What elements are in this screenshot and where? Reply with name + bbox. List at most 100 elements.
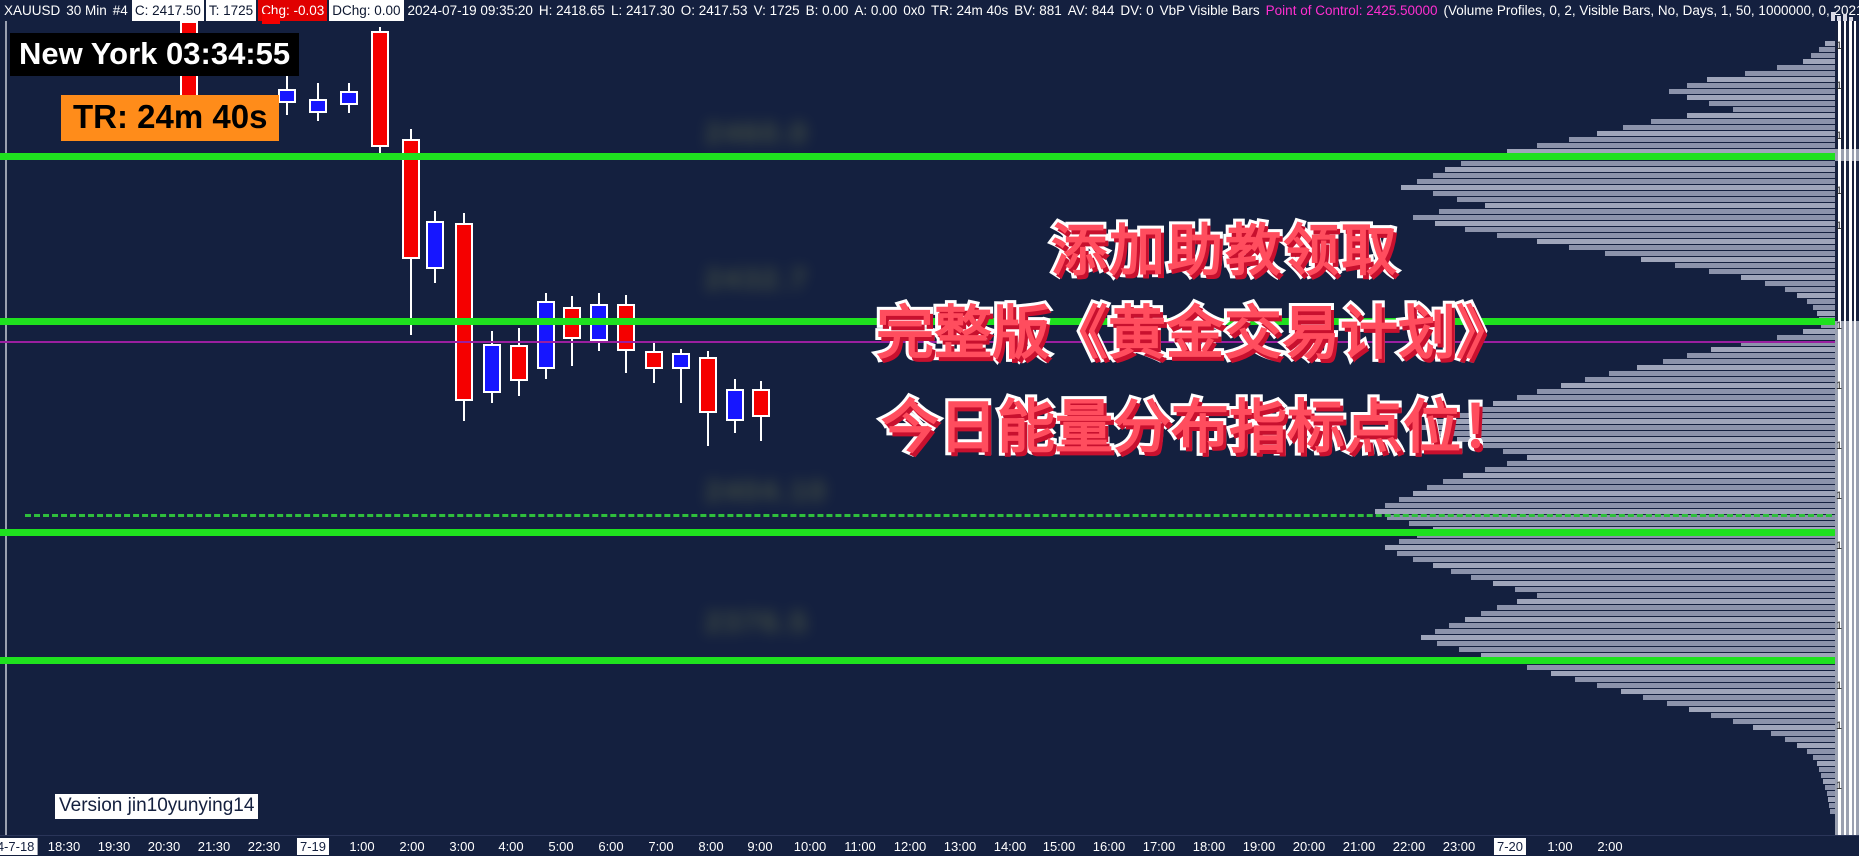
candle-body bbox=[672, 353, 690, 369]
time-axis-tick[interactable]: 20:00 bbox=[1292, 839, 1326, 854]
datetime-label: 2024-07-19 09:35:20 bbox=[407, 3, 533, 18]
level-line-pivot-dotted[interactable] bbox=[25, 514, 1859, 517]
volume-profile-bar bbox=[1811, 53, 1837, 58]
price-axis-label: 1 bbox=[1836, 780, 1843, 792]
time-axis-tick[interactable]: 10:00 bbox=[793, 839, 827, 854]
price-axis-label: 1 bbox=[1836, 440, 1843, 452]
time-axis-tick[interactable]: 1:00 bbox=[1547, 839, 1573, 854]
time-axis-tick[interactable]: 21:30 bbox=[197, 839, 231, 854]
time-axis-tick[interactable]: 22:30 bbox=[247, 839, 281, 854]
time-axis-tick[interactable]: 18:30 bbox=[47, 839, 81, 854]
price-axis-label: 1 bbox=[1836, 490, 1843, 502]
volume-profile-bar bbox=[1733, 719, 1837, 724]
volume-profile-bar bbox=[1493, 581, 1837, 586]
time-axis-tick[interactable]: 2:00 bbox=[399, 839, 425, 854]
candle-body bbox=[645, 351, 663, 369]
time-axis[interactable]: 24-7-18 18:30 19:30 20:30 21:30 22:30 7-19 1:00… bbox=[0, 835, 1859, 856]
time-axis-tick[interactable]: 5:00 bbox=[548, 839, 574, 854]
price-axis-label: 1 bbox=[1836, 380, 1843, 392]
candle-body bbox=[510, 345, 528, 381]
volume-profile-bar bbox=[1765, 281, 1837, 286]
volume-profile-bar bbox=[1399, 539, 1837, 544]
volume-profile-bar bbox=[1481, 653, 1837, 658]
candle-body bbox=[455, 223, 473, 401]
price-axis-label: 1 bbox=[1836, 40, 1843, 52]
time-axis-tick[interactable]: 9:00 bbox=[747, 839, 773, 854]
candle-wick bbox=[680, 349, 682, 403]
time-axis-tick[interactable]: 4:00 bbox=[498, 839, 524, 854]
volume-profile-bar bbox=[1819, 767, 1837, 772]
time-axis-tick[interactable]: 6:00 bbox=[598, 839, 624, 854]
time-axis-tick[interactable]: 13:00 bbox=[943, 839, 977, 854]
candle-body bbox=[752, 389, 770, 417]
volume-profile-bar bbox=[1397, 551, 1837, 556]
time-axis-tick[interactable]: 20:30 bbox=[147, 839, 181, 854]
volume-profile-bar bbox=[1413, 557, 1837, 562]
volume-profile-bar bbox=[1777, 65, 1837, 70]
volume-profile-bar bbox=[1803, 59, 1837, 64]
volume-profile-bar bbox=[1797, 293, 1837, 298]
time-axis-tick[interactable]: 11:00 bbox=[844, 839, 876, 854]
volume-profile-bar bbox=[1409, 521, 1837, 526]
price-axis-stripe bbox=[1849, 21, 1852, 835]
volume-profile-bar bbox=[1481, 611, 1837, 616]
price-watermark: 2432.7 bbox=[705, 263, 809, 296]
volume-profile-bar bbox=[1605, 251, 1837, 256]
time-axis-tick[interactable]: 19:30 bbox=[97, 839, 131, 854]
time-axis-tick[interactable]: 19:00 bbox=[1242, 839, 1276, 854]
volume-profile-bar bbox=[1461, 161, 1837, 166]
time-axis-tick[interactable]: 7-20 bbox=[1493, 838, 1527, 855]
price-watermark: 2404.10 bbox=[705, 475, 828, 508]
time-axis-tick[interactable]: 7-19 bbox=[296, 838, 330, 855]
volume-profile-bar bbox=[1745, 71, 1837, 76]
promo-line-1: 添加助教领取 bbox=[1048, 216, 1400, 285]
time-axis-tick[interactable]: 14:00 bbox=[993, 839, 1027, 854]
volume-profile-bar bbox=[1449, 413, 1837, 418]
time-axis-tick[interactable]: 18:00 bbox=[1192, 839, 1226, 854]
time-axis-tick[interactable]: 8:00 bbox=[698, 839, 724, 854]
ask-value: A: 0.00 bbox=[854, 3, 898, 18]
volume-profile-bar bbox=[1439, 209, 1837, 214]
candlestick bbox=[455, 21, 473, 835]
candlestick bbox=[645, 21, 663, 835]
symbol-label: XAUUSD bbox=[4, 3, 61, 18]
time-axis-tick[interactable]: 7:00 bbox=[648, 839, 674, 854]
time-axis-tick[interactable]: 12:00 bbox=[893, 839, 927, 854]
level-line-resistance-upper[interactable] bbox=[0, 153, 1859, 160]
volume-profile-bar bbox=[1493, 401, 1837, 406]
volume-profile-bar bbox=[1637, 365, 1837, 370]
time-axis-tick[interactable]: 17:00 bbox=[1142, 839, 1176, 854]
time-axis-tick[interactable]: 2:00 bbox=[1597, 839, 1623, 854]
level-line-point-of-control[interactable] bbox=[0, 341, 1859, 343]
time-axis-tick[interactable]: 23:00 bbox=[1442, 839, 1476, 854]
volume-profile-bar bbox=[1821, 323, 1837, 328]
volume-profile-bar bbox=[1465, 617, 1837, 622]
time-axis-tick[interactable]: 16:00 bbox=[1092, 839, 1126, 854]
volume-profile-bar bbox=[1435, 221, 1837, 226]
time-axis-tick[interactable]: 22:00 bbox=[1392, 839, 1426, 854]
volume-profile-bar bbox=[1825, 41, 1837, 46]
chart-plot-area[interactable]: 2460.0 2432.7 2404.10 2376.5 1 1 1 1 1 1 1 1 1 1 1 1 1 1 bbox=[0, 21, 1859, 835]
time-axis-tick[interactable]: 21:00 bbox=[1342, 839, 1376, 854]
volume-profile-bar bbox=[1375, 509, 1837, 514]
chart-number-label: #4 bbox=[112, 3, 128, 18]
time-axis-tick[interactable]: 15:00 bbox=[1042, 839, 1076, 854]
price-axis[interactable]: 1 1 1 1 1 1 1 1 1 1 1 1 1 1 bbox=[1835, 21, 1859, 835]
candle-body bbox=[426, 221, 444, 269]
price-axis-label: 1 bbox=[1836, 185, 1843, 197]
volume-profile-bar bbox=[1821, 773, 1837, 778]
candlestick bbox=[752, 21, 770, 835]
level-line-resistance-mid[interactable] bbox=[0, 318, 1859, 325]
price-axis-label: 1 bbox=[1836, 320, 1843, 332]
candlestick bbox=[510, 21, 528, 835]
volume-profile-bar bbox=[1597, 131, 1837, 136]
time-axis-tick[interactable]: 1:00 bbox=[349, 839, 375, 854]
level-line-support-lower[interactable] bbox=[0, 657, 1859, 664]
volume-profile-bar bbox=[1825, 785, 1837, 790]
volume-profile-bar bbox=[1517, 599, 1837, 604]
volume-profile-bar bbox=[1771, 731, 1837, 736]
candle-body bbox=[340, 91, 358, 105]
level-line-support-mid[interactable] bbox=[0, 529, 1859, 536]
time-axis-tick[interactable]: 24-7-18 bbox=[0, 838, 38, 855]
time-axis-tick[interactable]: 3:00 bbox=[449, 839, 475, 854]
